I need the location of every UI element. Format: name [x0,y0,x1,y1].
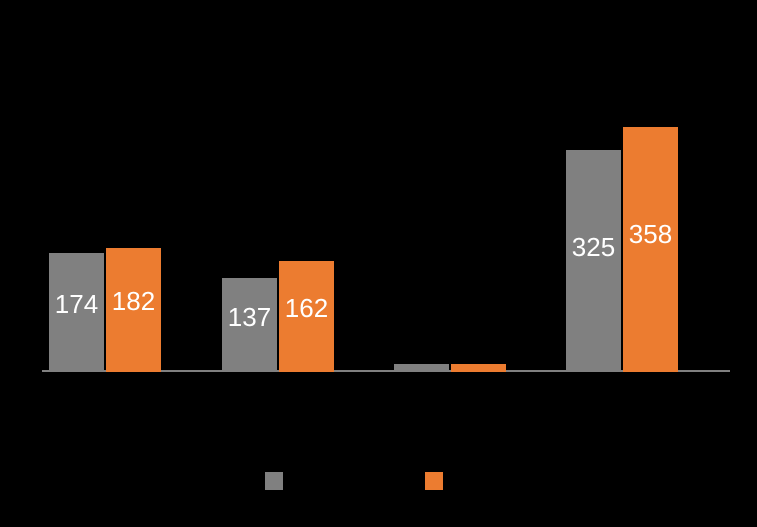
bar [394,364,449,372]
bar [451,364,506,372]
bar: 325 [566,150,621,372]
bar: 162 [279,261,334,372]
bar-value-label: 137 [222,302,277,333]
bar-group: 325358 [566,30,678,372]
bar-group: 174182 [49,30,161,372]
bar: 358 [623,127,678,372]
bar-value-label: 174 [49,289,104,320]
bar: 182 [106,248,161,372]
legend-item [265,472,283,490]
bar-group: 137162 [222,30,334,372]
bar-value-label: 162 [279,293,334,324]
legend-swatch [265,472,283,490]
bar: 174 [49,253,104,372]
bar-group [394,30,506,372]
plot-area: 174182 137162 325358 [42,30,730,372]
bar-value-label: 358 [623,219,678,250]
bar: 137 [222,278,277,372]
legend [265,472,443,490]
legend-swatch [425,472,443,490]
legend-item [425,472,443,490]
bar-value-label: 182 [106,286,161,317]
bar-chart: 174182 137162 325358 [0,0,757,527]
bar-value-label: 325 [566,232,621,263]
